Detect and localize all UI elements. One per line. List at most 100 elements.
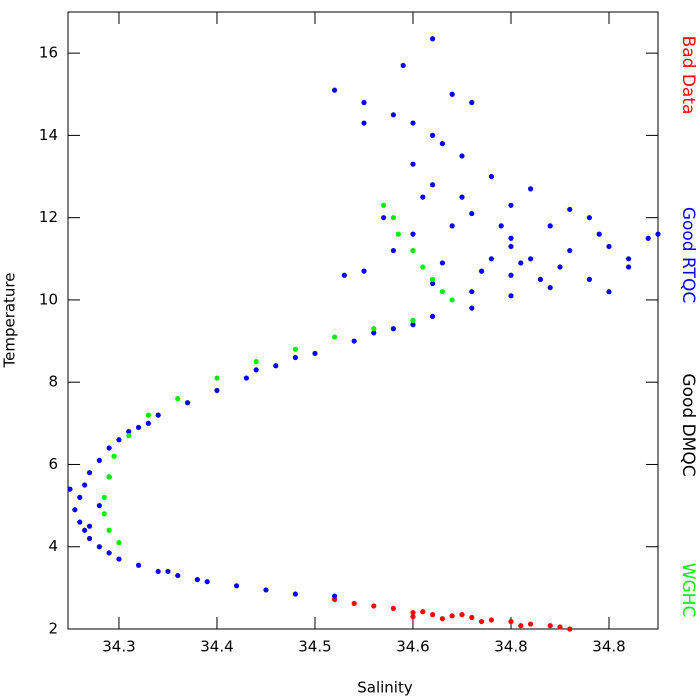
point bbox=[292, 591, 298, 597]
y-tick-label: 10 bbox=[39, 290, 58, 308]
point bbox=[135, 562, 142, 568]
point bbox=[331, 593, 338, 599]
point bbox=[410, 161, 416, 167]
point bbox=[420, 609, 426, 615]
point bbox=[508, 235, 514, 241]
point bbox=[449, 297, 455, 303]
point bbox=[214, 387, 220, 394]
point bbox=[145, 420, 151, 426]
point bbox=[96, 457, 102, 463]
point bbox=[184, 400, 191, 406]
point bbox=[233, 583, 240, 589]
point bbox=[645, 235, 651, 241]
point bbox=[380, 202, 387, 208]
legend-label: Good RTQC bbox=[678, 207, 698, 303]
point bbox=[72, 507, 78, 513]
point bbox=[459, 612, 465, 618]
y-tick-label: 12 bbox=[39, 208, 58, 226]
point bbox=[439, 616, 445, 622]
x-tick-label: 34.5 bbox=[298, 638, 331, 656]
point bbox=[567, 206, 573, 213]
point bbox=[82, 482, 88, 488]
point bbox=[390, 326, 396, 332]
point bbox=[518, 623, 524, 629]
point bbox=[498, 223, 504, 229]
point bbox=[429, 313, 436, 319]
point bbox=[429, 612, 436, 618]
point bbox=[488, 617, 494, 623]
point bbox=[331, 334, 338, 340]
point bbox=[410, 322, 416, 328]
point bbox=[488, 173, 494, 180]
point bbox=[410, 614, 416, 620]
point bbox=[390, 247, 396, 254]
point bbox=[586, 215, 592, 221]
point bbox=[469, 210, 475, 217]
point bbox=[429, 182, 436, 188]
x-tick-label: 34.8 bbox=[592, 638, 625, 656]
point bbox=[439, 260, 445, 266]
x-tick-label: 34.4 bbox=[200, 638, 233, 656]
point bbox=[380, 215, 387, 221]
point bbox=[253, 367, 259, 373]
x-axis-label: Salinity bbox=[357, 679, 413, 697]
point bbox=[371, 326, 377, 332]
point bbox=[145, 412, 151, 418]
point bbox=[106, 550, 112, 556]
point bbox=[410, 609, 416, 616]
point bbox=[67, 486, 73, 492]
point bbox=[429, 276, 436, 282]
point bbox=[527, 256, 534, 262]
point bbox=[410, 120, 416, 126]
point bbox=[214, 375, 220, 381]
point bbox=[547, 223, 553, 229]
point bbox=[400, 62, 406, 69]
point bbox=[410, 317, 416, 324]
point bbox=[606, 289, 612, 295]
point bbox=[273, 363, 279, 369]
legend-label: Bad Data bbox=[678, 36, 698, 115]
x-tick-label: 34.3 bbox=[102, 638, 135, 656]
point bbox=[194, 577, 200, 583]
y-tick-label: 6 bbox=[48, 455, 58, 473]
point bbox=[395, 231, 401, 237]
point bbox=[508, 272, 514, 278]
point bbox=[96, 544, 102, 550]
point bbox=[77, 494, 83, 500]
point bbox=[155, 412, 161, 418]
point bbox=[508, 243, 514, 250]
y-tick-label: 2 bbox=[48, 620, 58, 638]
point bbox=[263, 587, 269, 593]
point bbox=[135, 424, 142, 431]
x-tick-label: 34.6 bbox=[396, 638, 429, 656]
y-tick-label: 8 bbox=[48, 373, 58, 391]
point bbox=[469, 99, 475, 106]
point bbox=[429, 36, 436, 42]
point bbox=[420, 194, 426, 200]
y-tick-label: 4 bbox=[48, 537, 58, 555]
point bbox=[586, 276, 592, 282]
point bbox=[341, 272, 347, 278]
point bbox=[106, 445, 112, 451]
point bbox=[439, 289, 445, 295]
point bbox=[175, 572, 181, 579]
point bbox=[126, 433, 132, 439]
point bbox=[371, 330, 377, 336]
point bbox=[410, 231, 416, 237]
point bbox=[596, 231, 602, 237]
point bbox=[429, 132, 436, 138]
point bbox=[557, 264, 563, 270]
point bbox=[361, 268, 367, 274]
point bbox=[469, 305, 475, 311]
y-tick-label: 14 bbox=[39, 126, 58, 144]
point bbox=[116, 540, 122, 546]
point bbox=[478, 268, 485, 274]
point bbox=[537, 276, 543, 282]
point bbox=[86, 523, 93, 529]
point bbox=[429, 280, 436, 287]
point bbox=[96, 503, 102, 509]
x-tick-label: 34.8 bbox=[494, 638, 527, 656]
point bbox=[111, 453, 117, 459]
point bbox=[625, 256, 632, 262]
